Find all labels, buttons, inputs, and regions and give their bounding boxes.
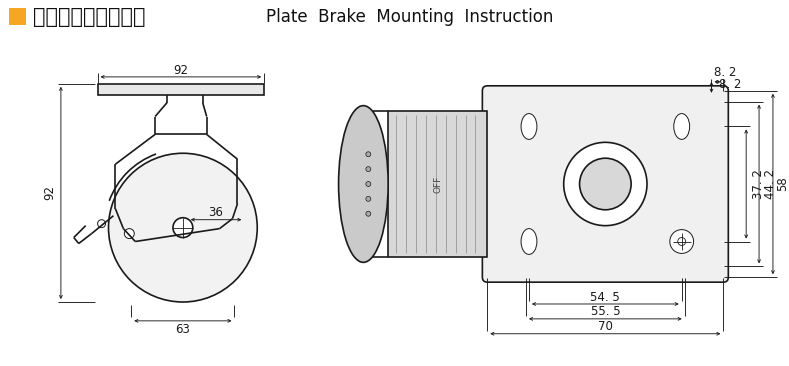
- Text: 55. 5: 55. 5: [590, 305, 620, 318]
- Circle shape: [109, 153, 257, 302]
- Bar: [388, 111, 488, 257]
- Text: 平顶刹车安装尺寸图: 平顶刹车安装尺寸图: [33, 7, 146, 27]
- Text: 63: 63: [175, 323, 190, 336]
- Text: 92: 92: [43, 186, 57, 201]
- Ellipse shape: [521, 113, 537, 139]
- Circle shape: [366, 182, 371, 186]
- Bar: [98, 84, 264, 95]
- Circle shape: [98, 220, 106, 228]
- Circle shape: [173, 218, 193, 238]
- Text: OFF: OFF: [433, 175, 443, 193]
- Ellipse shape: [674, 113, 690, 139]
- Ellipse shape: [338, 106, 388, 262]
- Circle shape: [366, 211, 371, 216]
- Circle shape: [580, 158, 631, 210]
- Text: 70: 70: [598, 320, 613, 333]
- Text: 44. 2: 44. 2: [765, 169, 777, 199]
- Text: 92: 92: [174, 64, 189, 78]
- Text: Plate  Brake  Mounting  Instruction: Plate Brake Mounting Instruction: [266, 8, 554, 26]
- Text: 8. 2: 8. 2: [714, 66, 736, 79]
- Text: 58: 58: [776, 177, 789, 191]
- Text: 37. 2: 37. 2: [752, 169, 765, 199]
- Ellipse shape: [521, 229, 537, 254]
- FancyBboxPatch shape: [482, 86, 728, 282]
- Circle shape: [678, 238, 686, 246]
- Text: 54. 5: 54. 5: [590, 291, 620, 303]
- Circle shape: [366, 167, 371, 172]
- Circle shape: [125, 229, 134, 239]
- Text: 8. 2: 8. 2: [720, 78, 742, 92]
- Circle shape: [366, 152, 371, 157]
- Text: 36: 36: [208, 206, 223, 219]
- Circle shape: [366, 197, 371, 201]
- Circle shape: [563, 142, 647, 226]
- Bar: [9, 8, 26, 25]
- Circle shape: [670, 229, 694, 253]
